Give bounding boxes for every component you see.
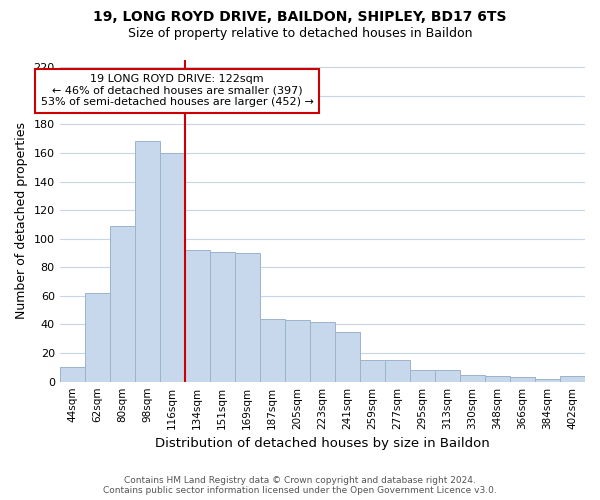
Bar bbox=[59, 368, 85, 382]
Bar bbox=[335, 332, 360, 382]
Bar bbox=[85, 293, 110, 382]
Bar bbox=[460, 374, 485, 382]
Bar bbox=[235, 253, 260, 382]
Bar bbox=[260, 319, 285, 382]
Y-axis label: Number of detached properties: Number of detached properties bbox=[15, 122, 28, 320]
Bar bbox=[410, 370, 435, 382]
Bar bbox=[210, 252, 235, 382]
Text: 19, LONG ROYD DRIVE, BAILDON, SHIPLEY, BD17 6TS: 19, LONG ROYD DRIVE, BAILDON, SHIPLEY, B… bbox=[93, 10, 507, 24]
Bar bbox=[185, 250, 210, 382]
Bar bbox=[535, 379, 560, 382]
Bar bbox=[160, 153, 185, 382]
Bar bbox=[560, 376, 585, 382]
Bar bbox=[385, 360, 410, 382]
Bar bbox=[135, 142, 160, 382]
X-axis label: Distribution of detached houses by size in Baildon: Distribution of detached houses by size … bbox=[155, 437, 490, 450]
Text: 19 LONG ROYD DRIVE: 122sqm
← 46% of detached houses are smaller (397)
53% of sem: 19 LONG ROYD DRIVE: 122sqm ← 46% of deta… bbox=[41, 74, 314, 108]
Bar bbox=[110, 226, 135, 382]
Bar bbox=[510, 378, 535, 382]
Bar bbox=[285, 320, 310, 382]
Bar bbox=[435, 370, 460, 382]
Bar bbox=[310, 322, 335, 382]
Bar bbox=[485, 376, 510, 382]
Text: Contains HM Land Registry data © Crown copyright and database right 2024.
Contai: Contains HM Land Registry data © Crown c… bbox=[103, 476, 497, 495]
Text: Size of property relative to detached houses in Baildon: Size of property relative to detached ho… bbox=[128, 28, 472, 40]
Bar bbox=[360, 360, 385, 382]
